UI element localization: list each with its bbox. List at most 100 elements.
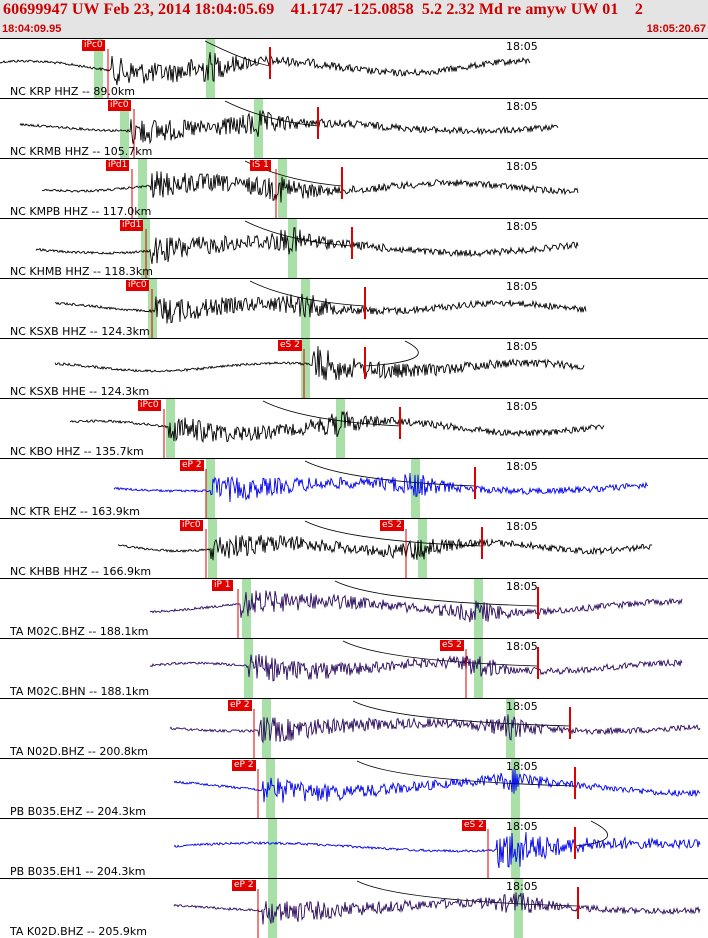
trace-panel[interactable]: 18:05 iPd1 iS 1 NC KMPB HHZ -- 117.0km xyxy=(0,158,708,218)
coda-fit-curve xyxy=(334,580,539,607)
trace-panel[interactable]: 18:05 eS 2 TA M02C.BHN -- 188.1km xyxy=(0,638,708,698)
p-pick-label[interactable]: iPc0 xyxy=(138,400,161,411)
analysis-window xyxy=(511,819,520,878)
waveform-trace xyxy=(19,109,559,145)
waveform-trace xyxy=(41,171,579,203)
p-pick-label[interactable]: iP 1 xyxy=(212,580,233,591)
event-header: 60699947 UW Feb 23, 2014 18:04:05.69 41.… xyxy=(0,0,708,38)
p-pick-label[interactable]: iPc0 xyxy=(82,40,105,51)
analysis-window xyxy=(94,39,103,98)
waveform-canvas xyxy=(173,759,701,818)
trace-panel[interactable]: 18:05 eP 2 TA K02D.BHZ -- 205.9km xyxy=(0,878,708,938)
coda-fit-curve xyxy=(352,700,571,727)
minute-tick-label: 18:05 xyxy=(506,580,538,593)
waveform-canvas xyxy=(54,339,585,398)
p-pick-label[interactable]: iPd1 xyxy=(120,220,144,231)
coda-fit-curve xyxy=(342,640,539,667)
minute-tick-label: 18:05 xyxy=(506,820,538,833)
trace-panel[interactable]: 18:05 iPc0 eS 2 NC KHBB HHZ -- 166.9km xyxy=(0,518,708,578)
waveform-canvas xyxy=(169,699,701,758)
waveform-trace xyxy=(149,590,683,623)
seismogram-traces[interactable]: 18:05 iPc0 NC KRP HHZ -- 89.0km 18:05 iPc0 NC… xyxy=(0,38,708,938)
coda-fit-curve xyxy=(204,40,271,67)
waveform-trace xyxy=(113,472,649,503)
station-label: NC KSXB HHE -- 124.3km xyxy=(10,385,150,398)
trace-panel[interactable]: 18:05 eP 2 PB B035.EHZ -- 204.3km xyxy=(0,758,708,818)
waveform-canvas xyxy=(173,879,701,938)
analysis-window xyxy=(336,399,345,458)
waveform-canvas xyxy=(35,219,579,278)
waveform-trace xyxy=(173,892,701,925)
p-pick-label[interactable]: iPd1 xyxy=(106,160,130,171)
station-label: NC KBO HHZ -- 135.7km xyxy=(10,445,144,458)
trace-panel[interactable]: 18:05 iPd1 NC KHMB HHZ -- 118.3km xyxy=(0,218,708,278)
station-label: NC KHMB HHZ -- 118.3km xyxy=(10,265,154,278)
s-pick-label[interactable]: eS 2 xyxy=(440,640,464,651)
trace-panel[interactable]: 18:05 iPc0 NC KRP HHZ -- 89.0km xyxy=(0,38,708,98)
coda-fit-curve xyxy=(262,400,401,427)
waveform-trace xyxy=(173,832,701,869)
p-pick-label[interactable]: iPc0 xyxy=(180,520,203,531)
p-pick-label[interactable]: eP 2 xyxy=(228,700,252,711)
station-label: NC KRP HHZ -- 89.0km xyxy=(10,85,135,98)
waveform-trace xyxy=(54,346,585,381)
coda-fit-curve xyxy=(304,460,476,487)
minute-tick-label: 18:05 xyxy=(506,220,538,233)
s-pick-label[interactable]: iS 1 xyxy=(250,160,271,171)
waveform-canvas xyxy=(117,519,653,578)
minute-tick-label: 18:05 xyxy=(506,100,538,113)
coda-fit-curve xyxy=(364,340,419,367)
coda-fit-curve xyxy=(244,220,353,247)
analysis-window xyxy=(301,339,310,398)
analysis-window xyxy=(268,819,277,878)
trace-panel[interactable]: 18:05 eS 2 NC KSXB HHE -- 124.3km xyxy=(0,338,708,398)
minute-tick-label: 18:05 xyxy=(506,280,538,293)
p-pick-label[interactable]: eP 2 xyxy=(232,760,256,771)
analysis-window xyxy=(120,99,129,158)
p-pick-label[interactable]: eP 2 xyxy=(232,880,256,891)
p-pick-label[interactable]: iPc0 xyxy=(126,280,149,291)
trace-panel[interactable]: 18:05 iPc0 NC KRMB HHZ -- 105.7km xyxy=(0,98,708,158)
window-start-time: 18:04:09.95 xyxy=(2,23,62,35)
s-pick-label[interactable]: eS 2 xyxy=(462,820,486,831)
analysis-window xyxy=(242,579,251,638)
station-label: TA M02C.BHN -- 188.1km xyxy=(10,685,150,698)
waveform-trace xyxy=(35,227,579,264)
waveform-canvas xyxy=(149,639,683,698)
waveform-canvas xyxy=(54,279,587,338)
waveform-trace xyxy=(54,293,587,324)
station-label: PB B035.EHZ -- 204.3km xyxy=(10,805,146,818)
p-pick-label[interactable]: eP 2 xyxy=(180,460,204,471)
station-label: PB B035.EH1 -- 204.3km xyxy=(10,865,146,878)
trace-panel[interactable]: 18:05 eP 2 TA N02D.BHZ -- 200.8km xyxy=(0,698,708,758)
waveform-canvas xyxy=(149,579,683,638)
waveform-canvas xyxy=(173,819,701,878)
p-pick-label[interactable]: iPc0 xyxy=(108,100,131,111)
trace-panel[interactable]: 18:05 eS 2 PB B035.EH1 -- 204.3km xyxy=(0,818,708,878)
analysis-window xyxy=(506,699,515,758)
station-label: TA K02D.BHZ -- 205.9km xyxy=(10,925,147,938)
s-pick-label[interactable]: eS 2 xyxy=(380,520,404,531)
analysis-window xyxy=(474,639,483,698)
coda-fit-curve xyxy=(356,760,576,787)
minute-tick-label: 18:05 xyxy=(506,40,538,53)
waveform-canvas xyxy=(69,399,605,458)
minute-tick-label: 18:05 xyxy=(506,520,538,533)
coda-fit-curve xyxy=(224,100,319,127)
waveform-canvas xyxy=(19,99,559,158)
minute-tick-label: 18:05 xyxy=(506,160,538,173)
waveform-trace xyxy=(69,410,605,443)
s-pick-label[interactable]: eS 2 xyxy=(278,340,302,351)
trace-panel[interactable]: 18:05 iP 1 TA M02C.BHZ -- 188.1km xyxy=(0,578,708,638)
event-title: 60699947 UW Feb 23, 2014 18:04:05.69 41.… xyxy=(3,1,643,18)
station-label: NC KTR EHZ -- 163.9km xyxy=(10,505,140,518)
waveform-trace xyxy=(149,653,683,682)
trace-panel[interactable]: 18:05 iPc0 NC KBO HHZ -- 135.7km xyxy=(0,398,708,458)
trace-panel[interactable]: 18:05 iPc0 NC KSXB HHZ -- 124.3km xyxy=(0,278,708,338)
waveform-trace xyxy=(169,714,701,744)
analysis-window xyxy=(206,459,215,518)
coda-fit-curve xyxy=(356,880,579,907)
waveform-trace xyxy=(117,534,653,561)
station-label: TA M02C.BHZ -- 188.1km xyxy=(10,625,149,638)
trace-panel[interactable]: 18:05 eP 2 NC KTR EHZ -- 163.9km xyxy=(0,458,708,518)
